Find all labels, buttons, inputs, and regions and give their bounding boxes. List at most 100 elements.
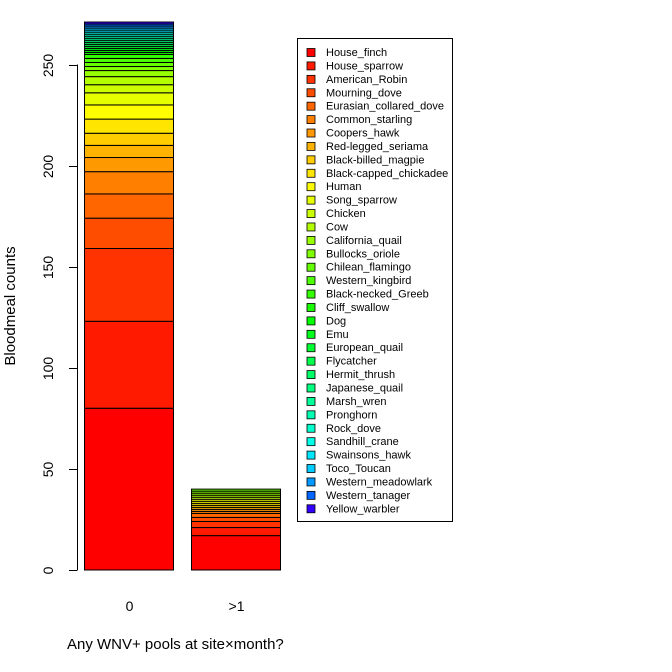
bar-stack [191, 488, 281, 571]
legend-swatch [306, 423, 316, 433]
legend-entry: Coopers_hawk [306, 128, 400, 140]
legend-entry: Black-capped_chickadee [306, 168, 448, 180]
y-axis-title: Bloodmeal counts [2, 246, 19, 365]
y-tick-label: 200 [40, 155, 56, 179]
legend-entry: Pronghorn [306, 409, 377, 421]
legend-label: Swainsons_hawk [326, 450, 411, 462]
legend-entry: Mourning_dove [306, 87, 402, 99]
bar-segment [84, 248, 174, 322]
legend-swatch [306, 74, 316, 84]
legend-frame [297, 38, 453, 522]
legend-label: Western_kingbird [326, 275, 411, 287]
legend-entry: Cliff_swallow [306, 302, 389, 314]
legend-swatch [306, 195, 316, 205]
bar-segment [84, 66, 174, 72]
legend-entry: Black-billed_magpie [306, 154, 424, 166]
legend-swatch [306, 88, 316, 98]
bar-segment [84, 320, 174, 409]
legend-entry: Toco_Toucan [306, 463, 391, 475]
legend-entry: Swainsons_hawk [306, 450, 411, 462]
legend-entry: Emu [306, 329, 349, 341]
legend-swatch [306, 464, 316, 473]
y-tick-label: 250 [40, 54, 56, 78]
legend-entry: Sandhill_crane [306, 436, 399, 448]
bar-segment [84, 157, 174, 173]
legend-swatch [306, 142, 316, 151]
legend-label: American_Robin [326, 74, 407, 86]
legend-swatch [306, 235, 316, 245]
legend-entry: House_finch [306, 47, 387, 59]
legend-label: European_quail [326, 342, 403, 354]
legend-entry: American_Robin [306, 74, 407, 86]
legend-label: Marsh_wren [326, 396, 387, 408]
bar-segment [191, 527, 281, 537]
x-tick-label: >1 [229, 598, 245, 614]
legend-swatch [306, 168, 316, 178]
bar-segment [84, 53, 174, 59]
bar-segment [84, 84, 174, 94]
legend-swatch [306, 316, 316, 326]
bar-segment [84, 61, 174, 68]
legend-entry: Western_meadowlark [306, 476, 433, 488]
legend-label: Black-capped_chickadee [326, 168, 448, 180]
legend-swatch [306, 276, 316, 286]
legend-entry: Red-legged_seriama [306, 141, 429, 153]
legend-swatch [306, 303, 316, 312]
legend-swatch [306, 370, 316, 379]
bar-segment [191, 535, 281, 571]
legend-swatch [306, 504, 316, 514]
legend-label: Eurasian_collared_dove [326, 101, 444, 113]
legend-swatch [306, 343, 316, 353]
bar-segment [84, 118, 174, 134]
legend-swatch [306, 115, 316, 124]
legend-swatch [306, 356, 316, 366]
legend-swatch [306, 155, 316, 165]
legend-label: Coopers_hawk [326, 128, 400, 140]
bar-segment [84, 193, 174, 219]
bar-segment [191, 520, 281, 529]
legend-entry: Black-necked_Greeb [306, 289, 429, 301]
legend-swatch [306, 101, 316, 111]
legend-label: Mourning_dove [326, 87, 402, 99]
legend-label: Pronghorn [326, 409, 377, 421]
legend-entry: Japanese_quail [306, 383, 403, 395]
x-axis-title: Any WNV+ pools at site×month? [67, 636, 284, 653]
bars-group [84, 21, 281, 571]
legend-swatch [306, 410, 316, 420]
legend-label: Sandhill_crane [326, 436, 399, 448]
legend-label: House_finch [326, 47, 387, 59]
bar-segment [84, 92, 174, 106]
legend-label: Yellow_warbler [326, 503, 400, 515]
legend-entry: European_quail [306, 342, 403, 354]
legend-swatch [306, 477, 316, 487]
legend-label: Rock_dove [326, 423, 381, 435]
legend-entry: California_quail [306, 235, 402, 247]
legend-swatch [306, 209, 316, 218]
legend-swatch [306, 249, 316, 259]
legend-label: Hermit_thrush [326, 369, 395, 381]
legend-label: Human [326, 181, 361, 193]
legend-label: Flycatcher [326, 356, 377, 368]
bar-stack [84, 21, 174, 571]
bar-segment [84, 104, 174, 120]
legend-swatch [306, 289, 316, 299]
legend-label: Red-legged_seriama [326, 141, 429, 153]
legend-label: Emu [326, 329, 349, 341]
legend-entry: Chilean_flamingo [306, 262, 411, 274]
bar-segment [191, 512, 281, 518]
y-tick-label: 150 [40, 256, 56, 280]
y-tick-label: 100 [40, 357, 56, 381]
legend-label: Bullocks_oriole [326, 248, 400, 260]
bar-segment [84, 70, 174, 78]
x-tick-label: 0 [126, 598, 134, 614]
legend-label: Toco_Toucan [326, 463, 391, 475]
y-tick-label: 0 [40, 566, 56, 574]
bar-segment [84, 57, 174, 63]
legend-entry: Common_starling [306, 114, 412, 126]
bar-segment [84, 144, 174, 159]
legend-swatch [306, 450, 316, 460]
legend-swatch [306, 437, 316, 447]
legend-label: Black-necked_Greeb [326, 289, 429, 301]
legend-swatch [306, 61, 316, 71]
